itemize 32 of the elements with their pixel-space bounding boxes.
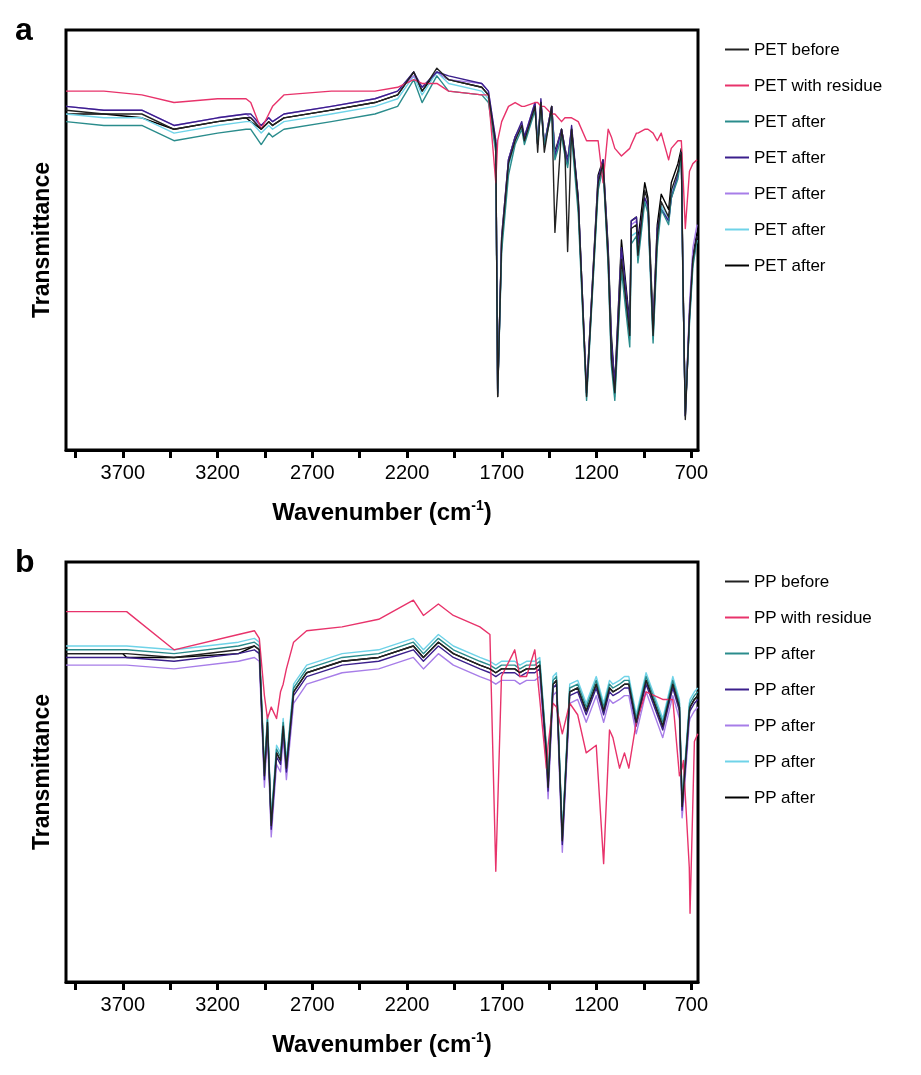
x-tick-label: 1200: [574, 993, 619, 1015]
legend-label: PET after: [754, 148, 826, 167]
legend-label: PET after: [754, 220, 826, 239]
chart-title: b: [15, 543, 35, 579]
x-tick-label: 700: [674, 993, 709, 1015]
legend-label: PP with residue: [754, 608, 872, 627]
x-tick-label: 2200: [384, 461, 430, 483]
legend-label: PP after: [754, 644, 816, 663]
x-tick-label: 3700: [100, 461, 146, 483]
legend-label: PP after: [754, 752, 816, 771]
legend-label: PET before: [754, 40, 840, 59]
x-tick-label: 3200: [195, 461, 240, 483]
x-tick-label: 1700: [479, 461, 525, 483]
legend-label: PP before: [754, 572, 830, 591]
legend-label: PP after: [754, 716, 816, 735]
x-tick-label: 3200: [195, 993, 240, 1015]
x-tick-label: 2700: [290, 993, 335, 1015]
legend-label: PET after: [754, 184, 826, 203]
legend-label: PP after: [754, 680, 816, 699]
x-tick-label: 700: [674, 461, 709, 483]
y-axis-title: Transmittance: [27, 694, 54, 850]
x-tick-label: 3700: [100, 993, 146, 1015]
legend-label: PET after: [754, 256, 826, 275]
legend-label: PET after: [754, 112, 826, 131]
x-tick-label: 1200: [574, 461, 619, 483]
chart-title: a: [15, 11, 33, 47]
x-tick-label: 1700: [479, 993, 525, 1015]
legend-label: PP after: [754, 788, 816, 807]
y-axis-title: Transmittance: [27, 162, 54, 318]
legend-label: PET with residue: [754, 76, 883, 95]
x-tick-label: 2700: [290, 461, 335, 483]
x-tick-label: 2200: [384, 993, 430, 1015]
